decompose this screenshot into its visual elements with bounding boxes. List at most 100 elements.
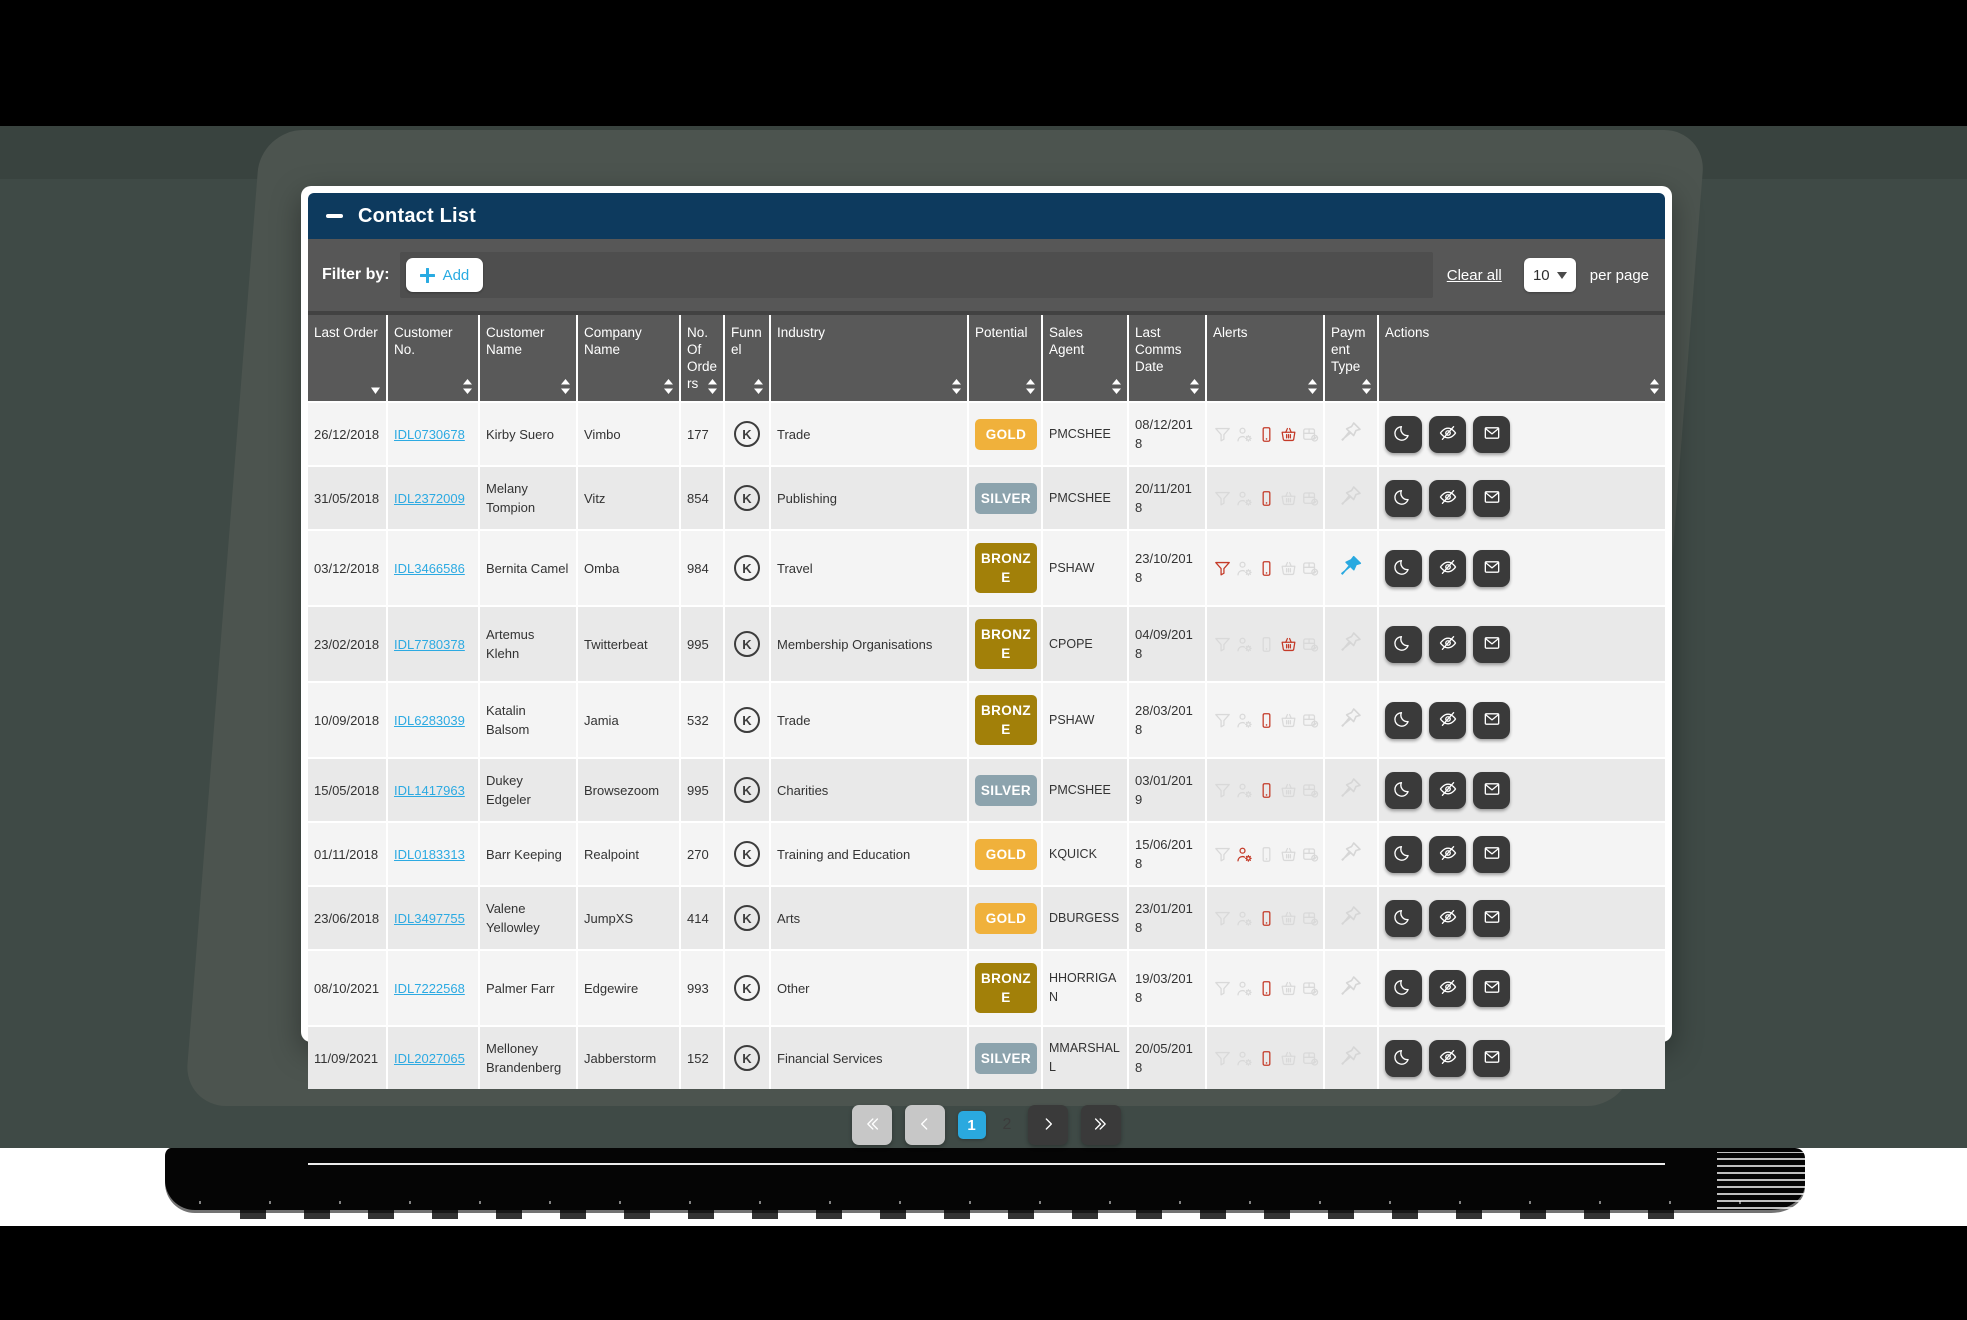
delivery-alert-icon[interactable] [1301,635,1320,654]
hide-button[interactable] [1429,771,1466,809]
customer-no-link[interactable]: IDL2372009 [394,490,465,506]
sort-icon[interactable] [663,379,674,394]
snooze-button[interactable] [1385,835,1422,873]
snooze-button[interactable] [1385,771,1422,809]
email-button[interactable] [1473,771,1510,809]
filter-alert-icon[interactable] [1213,635,1232,654]
sort-icon[interactable] [462,379,473,394]
pin-icon[interactable] [1339,840,1363,864]
hide-button[interactable] [1429,899,1466,937]
sort-icon[interactable] [951,379,962,394]
phone-alert-icon[interactable] [1257,711,1276,730]
hide-button[interactable] [1429,479,1466,517]
filter-alert-icon[interactable] [1213,1049,1232,1068]
snooze-button[interactable] [1385,549,1422,587]
collapse-minus-icon[interactable] [326,214,343,218]
last-page-button[interactable] [1081,1105,1122,1145]
sort-desc-icon[interactable] [370,386,381,394]
filter-alert-icon[interactable] [1213,845,1232,864]
basket-alert-icon[interactable] [1279,425,1298,444]
sort-icon[interactable] [1307,379,1318,394]
delivery-alert-icon[interactable] [1301,1049,1320,1068]
pin-icon[interactable] [1339,630,1363,654]
prev-page-button[interactable] [904,1105,945,1145]
basket-alert-icon[interactable] [1279,635,1298,654]
snooze-button[interactable] [1385,625,1422,663]
basket-alert-icon[interactable] [1279,979,1298,998]
page-2-button[interactable]: 2 [999,1116,1016,1134]
email-button[interactable] [1473,969,1510,1007]
snooze-button[interactable] [1385,899,1422,937]
customer-settings-alert-icon[interactable] [1235,559,1254,578]
sort-icon[interactable] [1025,379,1036,394]
delivery-alert-icon[interactable] [1301,845,1320,864]
hide-button[interactable] [1429,835,1466,873]
delivery-alert-icon[interactable] [1301,909,1320,928]
pin-icon[interactable] [1339,1044,1363,1068]
pin-icon[interactable] [1339,974,1363,998]
filter-alert-icon[interactable] [1213,559,1232,578]
add-filter-button[interactable]: Add [405,258,484,292]
email-button[interactable] [1473,625,1510,663]
customer-settings-alert-icon[interactable] [1235,979,1254,998]
sort-icon[interactable] [1361,379,1372,394]
sort-icon[interactable] [560,379,571,394]
snooze-button[interactable] [1385,415,1422,453]
pin-icon[interactable] [1339,484,1363,508]
pin-icon[interactable] [1339,904,1363,928]
hide-button[interactable] [1429,701,1466,739]
phone-alert-icon[interactable] [1257,635,1276,654]
delivery-alert-icon[interactable] [1301,489,1320,508]
column-header-alerts[interactable]: Alerts [1205,315,1323,403]
column-header-no-of-orders[interactable]: No. Of Orders [679,315,723,403]
email-button[interactable] [1473,415,1510,453]
per-page-select[interactable]: 10 [1523,258,1576,292]
customer-no-link[interactable]: IDL6283039 [394,712,465,728]
filter-alert-icon[interactable] [1213,425,1232,444]
column-header-potential[interactable]: Potential [967,315,1041,403]
customer-no-link[interactable]: IDL0183313 [394,846,465,862]
customer-no-link[interactable]: IDL3497755 [394,910,465,926]
column-header-last-comms-date[interactable]: Last Comms Date [1127,315,1205,403]
column-header-funnel[interactable]: Funnel [723,315,769,403]
hide-button[interactable] [1429,549,1466,587]
filter-alert-icon[interactable] [1213,781,1232,800]
column-header-sales-agent[interactable]: Sales Agent [1041,315,1127,403]
pin-icon[interactable] [1339,776,1363,800]
hide-button[interactable] [1429,415,1466,453]
customer-settings-alert-icon[interactable] [1235,909,1254,928]
sort-icon[interactable] [753,379,764,394]
basket-alert-icon[interactable] [1279,781,1298,800]
phone-alert-icon[interactable] [1257,979,1276,998]
basket-alert-icon[interactable] [1279,1049,1298,1068]
phone-alert-icon[interactable] [1257,781,1276,800]
phone-alert-icon[interactable] [1257,1049,1276,1068]
customer-no-link[interactable]: IDL3466586 [394,560,465,576]
phone-alert-icon[interactable] [1257,559,1276,578]
customer-no-link[interactable]: IDL1417963 [394,782,465,798]
customer-settings-alert-icon[interactable] [1235,781,1254,800]
email-button[interactable] [1473,1039,1510,1077]
email-button[interactable] [1473,549,1510,587]
delivery-alert-icon[interactable] [1301,979,1320,998]
column-header-customer-name[interactable]: Customer Name [478,315,576,403]
delivery-alert-icon[interactable] [1301,425,1320,444]
customer-no-link[interactable]: IDL2027065 [394,1050,465,1066]
hide-button[interactable] [1429,1039,1466,1077]
filter-alert-icon[interactable] [1213,489,1232,508]
basket-alert-icon[interactable] [1279,559,1298,578]
sort-icon[interactable] [1649,379,1660,394]
snooze-button[interactable] [1385,479,1422,517]
customer-settings-alert-icon[interactable] [1235,1049,1254,1068]
basket-alert-icon[interactable] [1279,711,1298,730]
customer-settings-alert-icon[interactable] [1235,845,1254,864]
column-header-company-name[interactable]: Company Name [576,315,679,403]
sort-icon[interactable] [1111,379,1122,394]
filter-alert-icon[interactable] [1213,711,1232,730]
email-button[interactable] [1473,479,1510,517]
phone-alert-icon[interactable] [1257,489,1276,508]
column-header-actions[interactable]: Actions [1377,315,1665,403]
customer-settings-alert-icon[interactable] [1235,711,1254,730]
column-header-last-order[interactable]: Last Order [308,315,386,403]
sort-icon[interactable] [1189,379,1200,394]
